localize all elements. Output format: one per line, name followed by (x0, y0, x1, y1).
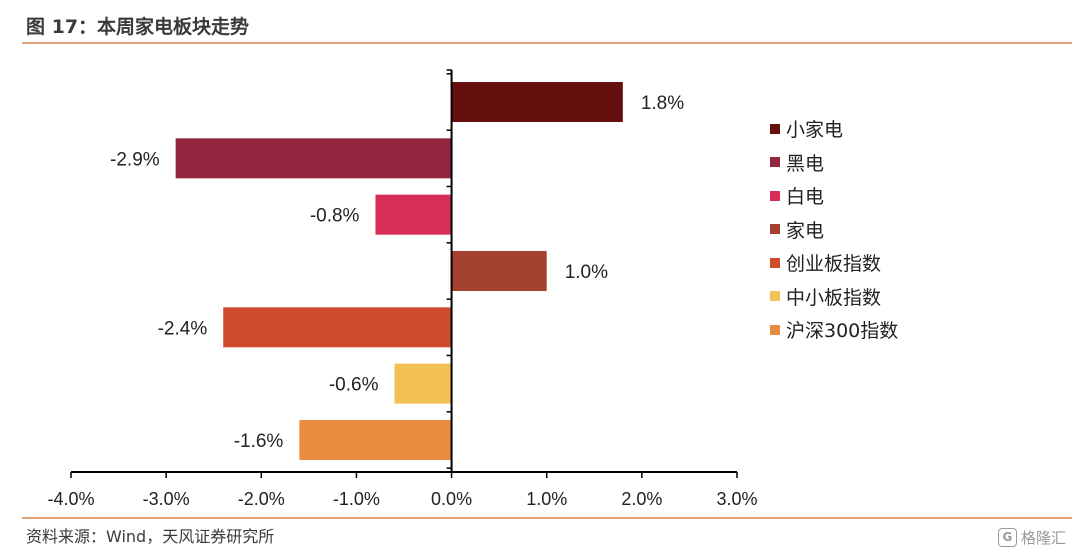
bar (394, 363, 452, 404)
data-label: -0.6% (329, 375, 379, 396)
figure-title: 图 17：本周家电板块走势 (26, 16, 250, 38)
legend-label: 黑电 (786, 152, 825, 175)
legend-swatch (770, 123, 780, 134)
title-divider (22, 42, 1072, 44)
legend-item: 白电 (770, 179, 898, 213)
legend-swatch (770, 190, 780, 201)
data-label: 1.8% (641, 93, 684, 114)
watermark-logo-icon: G (997, 528, 1017, 547)
legend-swatch (770, 291, 780, 302)
source-divider (22, 517, 1072, 519)
x-tick-label: -1.0% (333, 489, 380, 509)
watermark: G 格隆汇 (997, 527, 1066, 548)
data-label: -0.8% (310, 206, 360, 227)
legend-label: 创业板指数 (786, 253, 882, 276)
x-tick-label: 3.0% (716, 489, 757, 509)
source-note: 资料来源：Wind，天风证券研究所 (26, 527, 275, 546)
legend-swatch (770, 157, 780, 168)
legend-item: 黑电 (770, 146, 898, 180)
x-tick-label: 1.0% (526, 489, 567, 509)
watermark-text: 格隆汇 (1020, 529, 1066, 547)
legend-label: 白电 (786, 186, 825, 209)
data-label: 1.0% (565, 262, 608, 283)
x-tick-label: -2.0% (238, 489, 285, 509)
legend-label: 家电 (786, 219, 825, 242)
x-tick-label: -4.0% (47, 489, 94, 509)
legend: 小家电黑电白电家电创业板指数中小板指数沪深300指数 (770, 112, 898, 347)
legend-label: 沪深300指数 (786, 320, 899, 343)
x-tick-label: 0.0% (431, 489, 472, 509)
legend-item: 中小板指数 (770, 280, 898, 314)
bar (223, 307, 452, 348)
legend-swatch (770, 224, 780, 235)
legend-item: 家电 (770, 213, 898, 247)
bar (375, 194, 452, 235)
bar (175, 138, 452, 179)
legend-swatch (770, 324, 780, 335)
data-label: -2.9% (110, 149, 160, 170)
bar (451, 250, 547, 291)
x-tick-label: -3.0% (143, 489, 190, 509)
legend-item: 沪深300指数 (770, 313, 898, 347)
data-label: -2.4% (158, 318, 208, 339)
legend-item: 创业板指数 (770, 246, 898, 280)
bar (299, 419, 452, 460)
legend-label: 小家电 (786, 119, 844, 142)
bar (451, 82, 623, 122)
legend-swatch (770, 257, 780, 268)
legend-item: 小家电 (770, 112, 898, 146)
x-tick-label: 2.0% (621, 489, 662, 509)
legend-label: 中小板指数 (786, 286, 882, 309)
data-label: -1.6% (234, 431, 284, 452)
